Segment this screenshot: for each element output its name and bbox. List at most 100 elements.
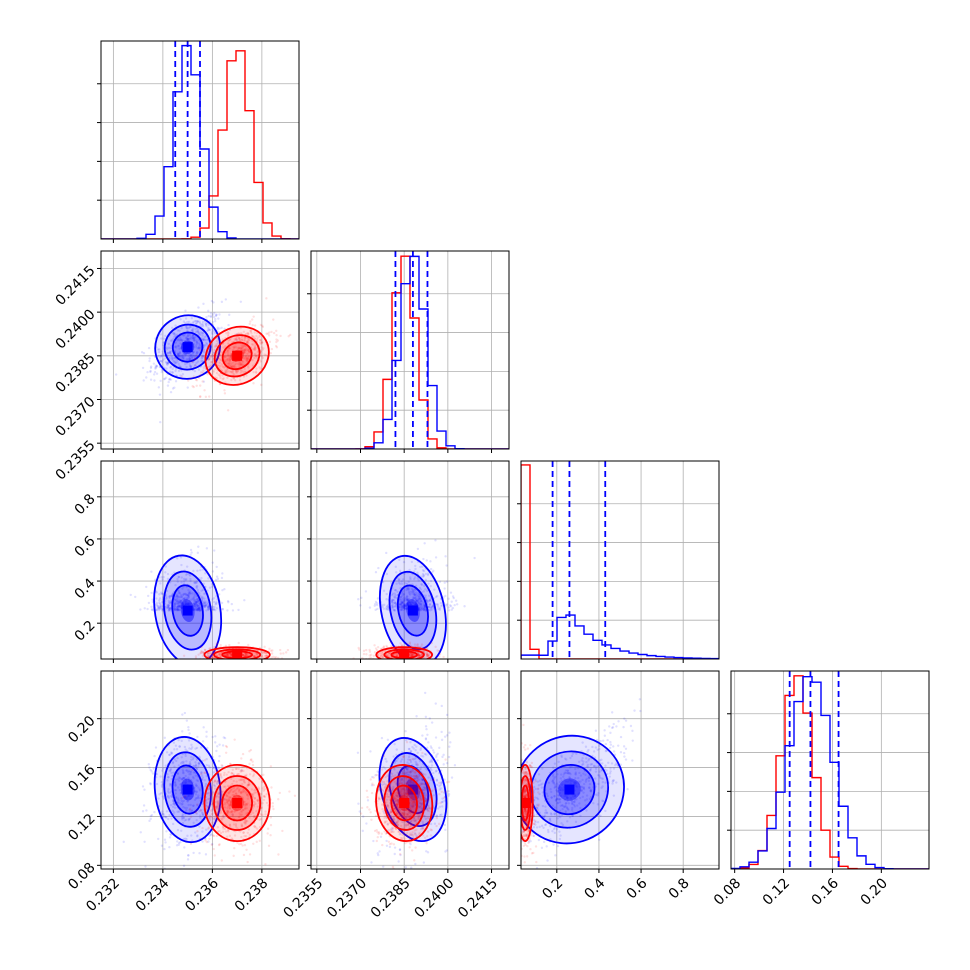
sample-point xyxy=(212,766,216,770)
sample-point xyxy=(217,795,221,799)
sample-point xyxy=(200,576,203,580)
sample-point xyxy=(245,793,249,797)
sample-point xyxy=(386,654,389,657)
sample-point xyxy=(174,784,177,787)
sample-point xyxy=(215,834,218,838)
sample-point xyxy=(207,826,211,829)
sample-point xyxy=(216,791,219,794)
sample-point xyxy=(155,602,159,605)
sample-point xyxy=(160,591,163,594)
sample-point xyxy=(148,359,151,363)
sample-point xyxy=(158,393,162,396)
sample-point xyxy=(168,350,172,354)
sample-point xyxy=(189,336,192,339)
sample-point xyxy=(198,343,202,347)
sample-point xyxy=(196,735,199,739)
sample-point xyxy=(208,357,211,360)
sample-point xyxy=(154,367,157,370)
sample-point xyxy=(157,607,160,610)
sample-point xyxy=(145,809,148,812)
sample-point xyxy=(235,809,238,812)
sample-point xyxy=(392,785,395,789)
sample-point xyxy=(179,342,182,345)
sample-point xyxy=(200,589,203,592)
sample-point xyxy=(182,357,185,361)
sample-point xyxy=(424,691,427,695)
sample-point xyxy=(233,834,237,837)
sample-point xyxy=(171,371,175,374)
sample-point xyxy=(212,766,215,769)
sample-point xyxy=(395,582,398,585)
sample-point xyxy=(199,395,202,398)
sample-point xyxy=(178,347,181,350)
sample-point xyxy=(448,604,452,607)
sample-point xyxy=(180,326,183,330)
sample-point xyxy=(243,807,247,810)
sample-point xyxy=(188,601,191,605)
sample-point xyxy=(206,605,210,609)
sample-point xyxy=(159,333,163,336)
sample-point xyxy=(424,588,427,591)
sample-point xyxy=(183,796,186,799)
sample-point xyxy=(203,603,206,606)
sample-point xyxy=(184,780,188,783)
sample-point xyxy=(243,336,247,339)
sample-point xyxy=(420,600,423,603)
sample-point xyxy=(453,763,457,767)
sample-point xyxy=(168,351,172,354)
sample-point xyxy=(241,752,245,756)
sample-point xyxy=(432,794,435,797)
sample-point xyxy=(168,351,172,355)
sample-point xyxy=(400,603,403,606)
sample-point xyxy=(173,804,177,807)
sample-point xyxy=(226,376,229,380)
sample-point xyxy=(246,819,249,823)
sample-point xyxy=(231,813,234,816)
sample-point xyxy=(281,829,284,833)
sample-point xyxy=(170,338,173,342)
sample-point xyxy=(404,823,407,827)
sample-point xyxy=(195,351,199,354)
sample-point xyxy=(246,659,248,661)
sample-point xyxy=(173,601,176,604)
sample-point xyxy=(206,652,209,656)
sample-point xyxy=(270,786,273,789)
sample-point xyxy=(181,816,184,820)
sample-point xyxy=(219,775,223,778)
density-peak-blue xyxy=(182,342,193,353)
sample-point xyxy=(177,369,181,373)
sample-point xyxy=(151,598,154,601)
sample-point xyxy=(244,654,247,657)
sample-point xyxy=(182,577,186,581)
sample-point xyxy=(390,599,393,603)
sample-point xyxy=(381,652,384,655)
sample-point xyxy=(215,575,219,578)
sample-point xyxy=(211,834,215,837)
sample-point xyxy=(417,815,421,819)
sample-point xyxy=(400,582,404,586)
sample-point xyxy=(396,794,400,798)
sample-point xyxy=(422,569,426,573)
sample-point xyxy=(234,792,238,795)
sample-point xyxy=(162,358,165,362)
sample-point xyxy=(243,337,246,340)
sample-point xyxy=(212,791,215,794)
sample-point xyxy=(197,609,200,612)
sample-point xyxy=(382,603,386,607)
sample-point xyxy=(402,661,404,663)
sample-point xyxy=(218,829,221,833)
sample-point xyxy=(447,792,451,796)
sample-point xyxy=(179,783,182,786)
sample-point xyxy=(211,332,214,336)
sample-point xyxy=(247,828,251,831)
sample-point xyxy=(242,351,246,354)
sample-point xyxy=(264,353,268,357)
sample-point xyxy=(189,592,192,595)
sample-point xyxy=(158,599,161,602)
sample-point xyxy=(250,758,253,761)
sample-point xyxy=(180,595,183,599)
sample-point xyxy=(200,650,204,654)
sample-point xyxy=(277,853,280,856)
sample-point xyxy=(182,654,186,657)
sample-point xyxy=(177,600,180,604)
